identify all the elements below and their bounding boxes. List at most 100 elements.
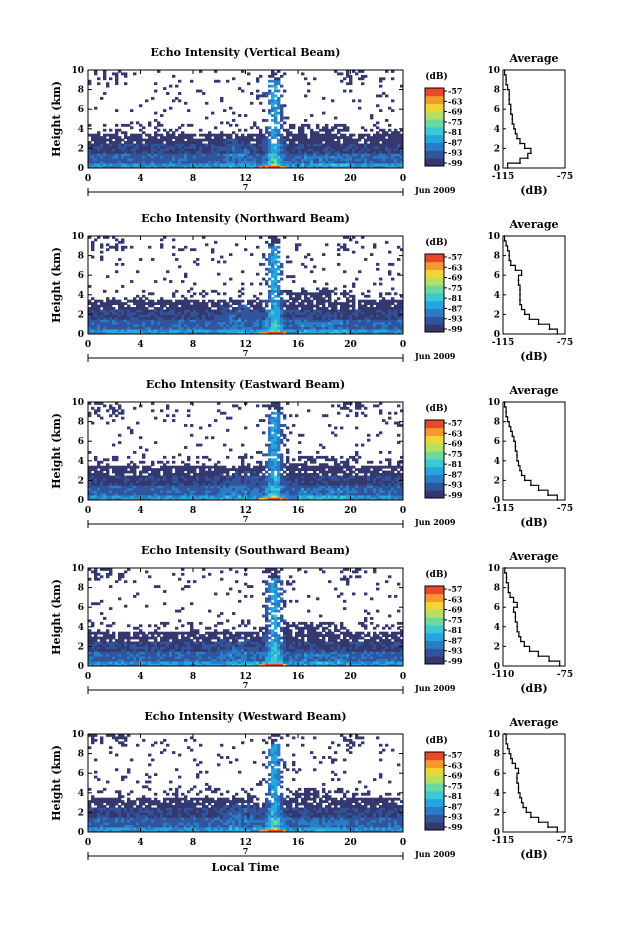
heatmap-cell	[286, 477, 290, 481]
heatmap-cell	[253, 148, 257, 152]
heatmap-cell	[295, 153, 299, 157]
heatmap-cell	[205, 480, 209, 484]
heatmap-cell	[277, 153, 281, 157]
heatmap-cell	[277, 329, 281, 332]
heatmap-cell	[316, 299, 320, 303]
heatmap-cell	[238, 475, 242, 479]
heatmap-cell	[115, 314, 119, 318]
heatmap-cell	[169, 324, 173, 328]
heatmap-cell	[169, 465, 173, 469]
heatmap-cell	[307, 155, 311, 159]
heatmap-cell	[301, 321, 305, 325]
heatmap-cell	[247, 302, 251, 305]
heatmap-cell	[136, 475, 140, 479]
heatmap-cell	[148, 302, 152, 305]
heatmap-cell	[280, 277, 284, 281]
heatmap-cell	[229, 316, 233, 320]
heatmap-cell	[193, 309, 197, 313]
heatmap-cell	[88, 331, 92, 335]
heatmap-cell	[124, 314, 128, 318]
heatmap-cell	[136, 121, 140, 125]
heatmap-cell	[268, 289, 272, 293]
heatmap-cell	[397, 150, 401, 154]
heatmap-cell	[136, 302, 140, 305]
heatmap-cell	[133, 492, 137, 496]
heatmap-cell	[178, 145, 182, 149]
heatmap-cell	[115, 158, 119, 162]
heatmap-cell	[292, 299, 296, 303]
heatmap-cell	[397, 163, 401, 166]
heatmap-cell	[271, 411, 275, 415]
heatmap-cell	[124, 163, 128, 166]
colorbar-swatch	[425, 289, 444, 292]
heatmap-cell	[223, 145, 227, 149]
heatmap-cell	[145, 482, 149, 486]
heatmap-cell	[142, 465, 146, 469]
heatmap-cell	[172, 160, 176, 164]
heatmap-cell	[214, 302, 218, 305]
heatmap-cell	[256, 490, 260, 494]
heatmap-cell	[109, 324, 113, 328]
heatmap-cell	[97, 475, 101, 479]
heatmap-cell	[286, 482, 290, 486]
heatmap-cell	[178, 158, 182, 162]
heatmap-cell	[352, 143, 356, 147]
heatmap-cell	[103, 123, 107, 127]
heatmap-cell	[274, 490, 278, 494]
colorbar-swatch	[425, 310, 444, 313]
heatmap-cell	[364, 163, 368, 166]
heatmap-cell	[223, 160, 227, 164]
heatmap-cell	[136, 270, 140, 274]
heatmap-cell	[166, 145, 170, 149]
heatmap-cell	[292, 150, 296, 154]
heatmap-cell	[214, 319, 218, 323]
profile-point	[505, 244, 507, 247]
heatmap-cell	[187, 321, 191, 325]
heatmap-cell	[145, 158, 149, 162]
heatmap-cell	[319, 294, 323, 298]
heatmap-cell	[235, 148, 239, 152]
heatmap-cell	[268, 451, 272, 454]
heatmap-cell	[241, 150, 245, 154]
heatmap-cell	[106, 163, 110, 166]
heatmap-cell	[376, 121, 380, 125]
heatmap-cell	[199, 477, 203, 481]
heatmap-cell	[172, 316, 176, 320]
heatmap-cell	[127, 482, 131, 486]
heatmap-cell	[130, 150, 134, 154]
heatmap-cell	[124, 326, 128, 330]
heatmap-cell	[391, 155, 395, 159]
heatmap-cell	[112, 495, 116, 498]
heatmap-cell	[154, 326, 158, 330]
heatmap-cell	[190, 294, 194, 298]
heatmap-cell	[232, 163, 236, 166]
heatmap-cell	[292, 326, 296, 330]
heatmap-cell	[340, 148, 344, 152]
heatmap-cell	[241, 304, 245, 308]
heatmap-cell	[388, 141, 392, 144]
heatmap-cell	[307, 150, 311, 154]
heatmap-cell	[97, 490, 101, 494]
heatmap-cell	[127, 475, 131, 479]
heatmap-cell	[181, 326, 185, 330]
heatmap-cell	[112, 314, 116, 318]
heatmap-cell	[286, 155, 290, 159]
heatmap-cell	[367, 163, 371, 166]
heatmap-cell	[178, 473, 182, 476]
heatmap-cell	[121, 158, 125, 162]
heatmap-cell	[127, 426, 131, 430]
heatmap-cell	[298, 143, 302, 147]
heatmap-cell	[286, 495, 290, 498]
heatmap-cell	[88, 123, 92, 127]
heatmap-cell	[217, 141, 221, 144]
heatmap-cell	[121, 482, 125, 486]
heatmap-cell	[328, 133, 332, 137]
heatmap-cell	[241, 321, 245, 325]
heatmap-cell	[313, 280, 317, 283]
heatmap-cell	[220, 475, 224, 479]
heatmap-cell	[289, 314, 293, 318]
heatmap-cell	[169, 490, 173, 494]
heatmap-cell	[283, 141, 287, 144]
heatmap-cell	[349, 77, 353, 81]
heatmap-cell	[205, 136, 209, 139]
